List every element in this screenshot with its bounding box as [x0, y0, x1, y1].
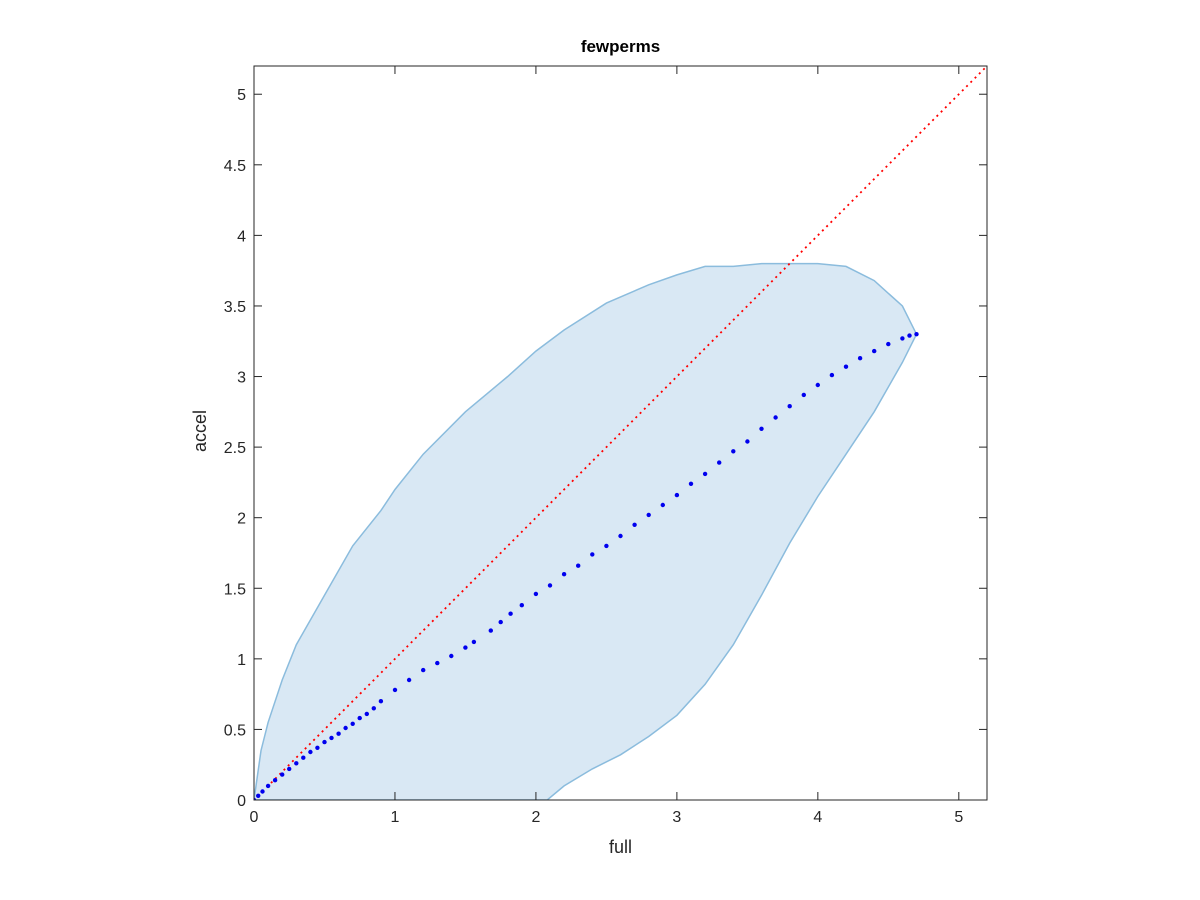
- y-tick-label: 4: [237, 228, 246, 245]
- y-axis-label: accel: [190, 410, 210, 452]
- data-point: [294, 761, 299, 766]
- data-point: [688, 481, 694, 486]
- data-point: [256, 793, 261, 798]
- data-point: [731, 449, 736, 454]
- data-point: [435, 660, 440, 666]
- y-tick-label: 3.5: [224, 299, 246, 316]
- data-point: [646, 512, 651, 518]
- plot-area: [254, 66, 987, 800]
- data-point: [272, 778, 278, 783]
- data-point: [857, 356, 863, 361]
- data-point: [336, 731, 341, 736]
- x-tick-label: 1: [391, 809, 400, 826]
- data-point: [907, 333, 912, 338]
- data-point: [590, 552, 595, 557]
- data-point: [914, 332, 919, 337]
- data-point: [463, 645, 468, 650]
- y-tick-label: 0: [237, 793, 246, 810]
- data-point: [843, 364, 849, 369]
- data-point: [547, 583, 553, 588]
- data-point: [308, 749, 313, 755]
- y-tick-label: 0.5: [224, 722, 246, 739]
- region-area: [254, 262, 918, 800]
- axes-box: [253, 65, 988, 801]
- data-point: [371, 706, 376, 711]
- data-point: [702, 471, 708, 477]
- data-point: [815, 382, 820, 388]
- data-point: [618, 533, 623, 539]
- x-tick-label: 0: [250, 809, 259, 826]
- data-point: [315, 745, 320, 750]
- data-point: [498, 619, 503, 625]
- data-point: [378, 699, 384, 704]
- x-tick-label: 3: [672, 809, 681, 826]
- reference-line: [254, 66, 987, 800]
- y-tick-label: 2.5: [224, 440, 246, 457]
- data-point: [801, 392, 806, 398]
- data-point: [343, 725, 348, 731]
- y-tick-label: 1.5: [224, 581, 246, 598]
- chart-title: fewperms: [581, 37, 660, 56]
- data-point: [759, 426, 764, 431]
- data-point: [745, 439, 750, 444]
- data-point: [280, 772, 285, 777]
- data-point: [350, 721, 355, 726]
- data-point: [576, 563, 581, 568]
- x-tick-label: 5: [954, 809, 963, 826]
- data-point: [886, 341, 891, 347]
- data-point: [406, 677, 412, 683]
- data-point: [508, 611, 513, 616]
- data-point: [421, 667, 426, 673]
- x-tick-label: 2: [531, 809, 540, 826]
- data-point: [872, 348, 877, 354]
- data-point: [717, 460, 722, 465]
- data-point: [533, 591, 539, 597]
- data-point: [519, 603, 524, 608]
- data-point: [364, 711, 369, 717]
- data-point: [287, 766, 292, 772]
- data-point: [449, 653, 454, 659]
- data-point: [488, 628, 493, 633]
- axes: 0 1 2 3 4 5 0 0.5 1 1.5 2 2.5 3 3.5 4 4.5 5: [224, 65, 988, 826]
- y-tick-label: 2: [237, 511, 246, 528]
- data-point: [265, 783, 271, 789]
- data-point: [561, 572, 567, 577]
- data-point: [632, 522, 637, 527]
- plot-content: [254, 66, 987, 800]
- data-point: [660, 502, 665, 508]
- data-point: [254, 797, 257, 800]
- data-point: [787, 404, 792, 409]
- data-point: [900, 336, 905, 341]
- data-point: [357, 715, 362, 721]
- x-tick-label: 4: [813, 809, 822, 826]
- data-point: [392, 687, 398, 693]
- data-point: [773, 415, 778, 420]
- data-point: [829, 372, 835, 378]
- data-point: [260, 789, 265, 794]
- data-point: [301, 755, 306, 760]
- y-tick-label: 5: [237, 87, 246, 104]
- y-tick-label: 3: [237, 370, 246, 387]
- data-point: [329, 735, 334, 741]
- data-point: [604, 543, 609, 549]
- data-point: [322, 739, 327, 745]
- y-tick-label: 4.5: [224, 158, 246, 175]
- y-tick-label: 1: [237, 652, 246, 669]
- x-axis-label: full: [609, 837, 632, 857]
- data-point: [471, 639, 477, 645]
- data-point: [674, 492, 680, 498]
